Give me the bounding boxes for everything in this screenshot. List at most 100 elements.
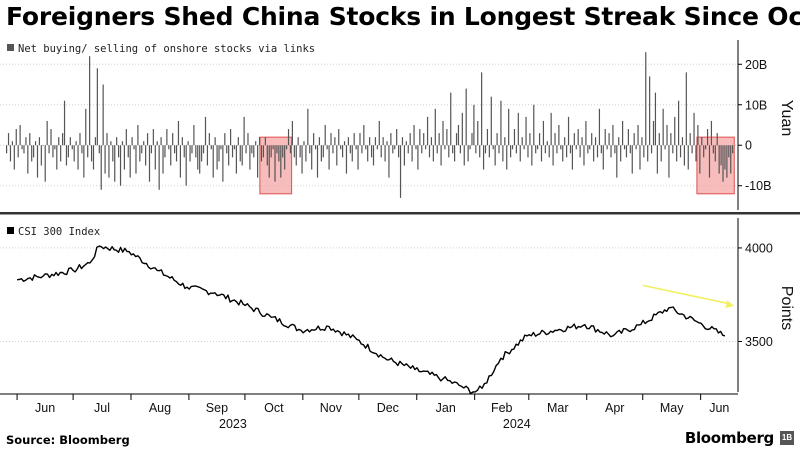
flows-bar bbox=[703, 145, 705, 158]
flows-bar bbox=[110, 141, 112, 146]
flows-bar bbox=[430, 137, 433, 146]
flows-bar bbox=[351, 145, 353, 162]
flows-bar bbox=[104, 145, 106, 174]
index-y-tick-label: 3500 bbox=[745, 335, 773, 349]
flows-bar bbox=[183, 145, 185, 158]
flows-bar bbox=[650, 145, 653, 154]
flows-bar bbox=[662, 108, 664, 146]
flows-bar bbox=[286, 145, 288, 150]
flows-bar bbox=[658, 133, 660, 146]
flows-bar bbox=[201, 145, 203, 162]
flows-bar bbox=[452, 145, 454, 154]
flows-bar bbox=[448, 145, 450, 158]
flows-bar bbox=[7, 133, 10, 146]
flows-bar bbox=[390, 133, 392, 146]
flows-bar bbox=[349, 145, 351, 154]
flows-bar bbox=[324, 125, 326, 146]
flows-bar bbox=[121, 141, 124, 146]
flows-bar bbox=[726, 145, 728, 178]
flows-bar bbox=[612, 125, 614, 146]
chart-title: Foreigners Shed China Stocks in Longest … bbox=[6, 2, 800, 31]
flows-bar bbox=[13, 145, 15, 170]
flows-bar bbox=[517, 112, 519, 146]
flows-bar bbox=[357, 145, 359, 170]
flows-bar bbox=[716, 133, 718, 146]
flows-bar bbox=[421, 145, 423, 154]
flows-bar bbox=[145, 145, 147, 166]
flows-bar bbox=[417, 145, 419, 170]
flows-bar bbox=[436, 145, 438, 154]
index-legend-label: CSI 300 Index bbox=[18, 226, 100, 238]
flows-bar bbox=[264, 137, 266, 146]
flows-bar bbox=[656, 145, 658, 174]
flows-bar bbox=[231, 145, 234, 158]
flows-bar bbox=[728, 145, 730, 158]
flows-bar bbox=[577, 129, 579, 146]
flows-bar bbox=[195, 145, 197, 158]
flows-bar bbox=[237, 137, 239, 146]
flows-bar bbox=[504, 137, 506, 146]
flows-bar bbox=[459, 145, 461, 154]
flows-bar bbox=[477, 120, 479, 146]
flows-bar bbox=[112, 145, 114, 162]
flows-bar bbox=[363, 125, 365, 146]
flows-bar bbox=[473, 104, 475, 146]
flows-bar bbox=[394, 145, 396, 150]
flows-bar bbox=[676, 145, 678, 162]
flows-bar bbox=[714, 145, 716, 162]
x-tick-label: Jun bbox=[35, 401, 55, 415]
flows-bar bbox=[247, 133, 249, 146]
flows-bar bbox=[199, 145, 201, 174]
flows-bar bbox=[297, 137, 299, 146]
flows-bar bbox=[345, 145, 348, 174]
flows-bar bbox=[365, 145, 367, 150]
flows-bar bbox=[274, 145, 276, 182]
flows-bar bbox=[284, 145, 286, 170]
flows-bar bbox=[94, 137, 97, 146]
flows-bar bbox=[668, 145, 670, 178]
flows-bar bbox=[415, 145, 417, 150]
flows-bar bbox=[322, 145, 324, 158]
flows-bar bbox=[303, 141, 305, 146]
flows-bar bbox=[233, 145, 236, 150]
flows-bar bbox=[596, 145, 599, 158]
flows-bar bbox=[589, 145, 591, 150]
flows-bar bbox=[347, 137, 349, 146]
flows-bar bbox=[645, 52, 647, 146]
flows-bar bbox=[23, 145, 25, 154]
x-year-label: 2023 bbox=[219, 417, 247, 431]
flows-bar bbox=[546, 141, 548, 146]
flows-bar bbox=[98, 145, 100, 154]
flows-bar bbox=[652, 120, 655, 146]
flows-bar bbox=[75, 141, 77, 146]
flows-bar bbox=[498, 145, 500, 154]
flows-bar bbox=[15, 129, 17, 146]
flows-bar bbox=[475, 145, 477, 154]
flows-bar bbox=[141, 145, 143, 154]
flows-bar bbox=[643, 145, 645, 158]
flows-bar bbox=[374, 137, 377, 146]
index-legend-swatch bbox=[7, 227, 14, 234]
flows-bar bbox=[313, 133, 315, 146]
flows-bar bbox=[272, 145, 274, 150]
index-y-label: Points bbox=[778, 286, 795, 330]
flows-bar bbox=[197, 145, 199, 170]
flows-bar bbox=[81, 145, 83, 154]
flows-bar bbox=[455, 133, 458, 146]
index-annotations bbox=[642, 284, 735, 308]
flows-y-tick-label: 10B bbox=[745, 98, 767, 112]
flows-bar bbox=[540, 145, 543, 162]
flows-bar bbox=[208, 133, 210, 146]
flows-bar bbox=[106, 133, 108, 146]
flows-bar bbox=[175, 145, 178, 162]
x-tick-label: Jul bbox=[94, 401, 110, 415]
flows-bar bbox=[63, 100, 66, 146]
flows-bar bbox=[228, 145, 230, 166]
flows-bar bbox=[222, 145, 224, 182]
flows-bar bbox=[60, 145, 62, 162]
flows-bar bbox=[255, 141, 257, 146]
flows-bar bbox=[289, 145, 292, 154]
flows-bar bbox=[257, 145, 259, 178]
flows-bar bbox=[494, 145, 496, 166]
flows-bar bbox=[44, 145, 46, 182]
